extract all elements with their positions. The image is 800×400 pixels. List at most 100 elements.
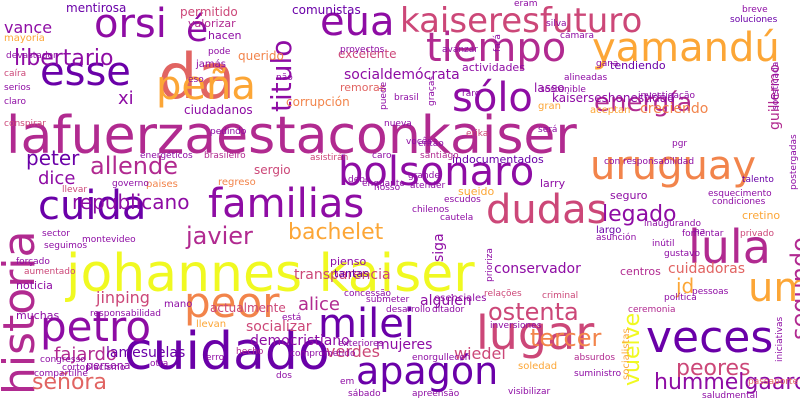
word: peña — [156, 63, 256, 109]
word: chilenos — [412, 205, 450, 215]
word: grande — [408, 171, 440, 181]
word: talento — [742, 175, 774, 185]
word: pessoas — [692, 287, 729, 297]
word: excelente — [338, 47, 397, 61]
word: tiempo — [426, 25, 567, 71]
word: permitido — [180, 5, 238, 19]
word: investigação — [638, 91, 695, 101]
word: fajardo — [54, 344, 117, 365]
word: remoras — [340, 81, 386, 94]
word: soluciones — [730, 15, 778, 25]
word: raro — [462, 89, 481, 99]
word: otra — [150, 359, 169, 369]
word: alguien — [420, 293, 472, 309]
word: orsi — [94, 1, 167, 47]
word: passaporte — [748, 377, 799, 387]
word: desarrollo — [386, 305, 431, 315]
word: está — [282, 313, 302, 323]
word: inversiones — [490, 321, 542, 331]
word: sostenible — [540, 85, 586, 95]
word: peter — [26, 146, 80, 170]
word: congresso — [40, 355, 86, 365]
word: peor — [184, 278, 280, 327]
word: yamandú — [592, 25, 780, 71]
word: republicano — [72, 190, 190, 214]
word: persona — [86, 359, 131, 372]
word: milei — [318, 301, 415, 347]
word: caíra — [4, 69, 27, 79]
word: debe — [348, 175, 371, 185]
word: absurdos — [574, 353, 616, 363]
word: forçado — [16, 257, 50, 267]
word: uruguay — [590, 143, 757, 189]
word: transparencia — [294, 267, 391, 283]
word: sergio — [254, 163, 291, 177]
word: comunistas — [292, 3, 361, 17]
word: privado — [740, 229, 774, 239]
word: relações — [484, 289, 522, 299]
word: nueva — [384, 119, 412, 129]
word: santiago — [420, 151, 459, 161]
word: hummelgaard — [654, 370, 800, 395]
word: governo — [112, 179, 149, 189]
word: inútil — [652, 239, 675, 249]
word: proyectos — [340, 45, 385, 55]
word: muchas — [16, 309, 60, 322]
word: um — [748, 265, 800, 311]
word: peores — [676, 356, 751, 381]
word: silva — [546, 19, 567, 29]
word: con responsabilidad — [604, 157, 695, 167]
word: lafuerzaestaconkaiser — [6, 106, 577, 166]
word: cuidadoras — [668, 261, 746, 277]
word: tercer — [530, 324, 602, 352]
word: suministro — [574, 369, 622, 379]
word: corrupción — [286, 95, 350, 109]
word: centros — [620, 265, 661, 278]
word: dos — [276, 371, 292, 381]
word: conservador — [494, 261, 581, 277]
word: escudos — [444, 195, 481, 205]
word: é — [186, 9, 209, 50]
word: energéticos — [140, 151, 193, 161]
word: inaugurando — [644, 219, 701, 229]
word: lula — [688, 220, 771, 274]
word: socialdemócrata — [344, 67, 460, 83]
word: compartilhe — [34, 369, 88, 379]
word: cuidado — [124, 322, 330, 382]
word: avanzar — [442, 45, 478, 55]
word: querido — [238, 49, 284, 63]
word: atender — [410, 181, 446, 191]
word: sector — [42, 229, 70, 239]
word: energía — [594, 88, 693, 118]
word: em — [340, 377, 355, 387]
word: alice — [298, 294, 341, 315]
word: pgr — [672, 139, 688, 149]
word: condiciones — [712, 197, 766, 207]
word: xi — [118, 88, 134, 109]
word: esse — [40, 49, 131, 95]
word: eram — [514, 0, 538, 9]
word: breve — [742, 5, 768, 15]
word: gustavo — [664, 249, 700, 259]
word: lamesuelas — [106, 345, 186, 361]
word: regreso — [218, 177, 256, 188]
word: llevan — [196, 319, 227, 330]
word: graças — [427, 75, 437, 106]
word: cautela — [440, 213, 474, 223]
word: prioriza — [485, 248, 495, 282]
word: não — [276, 73, 293, 83]
word: llevar — [62, 185, 88, 195]
word: ceremonia — [628, 305, 676, 315]
word: valorizar — [188, 17, 236, 30]
word: familias — [208, 181, 365, 227]
word: seguro — [610, 189, 648, 202]
word: johannes kaiser — [66, 244, 475, 304]
word: libertario — [14, 46, 114, 71]
word: esenciales — [434, 293, 487, 304]
word: aumentado — [24, 267, 76, 277]
word: jinping — [96, 288, 150, 307]
word: wiedel — [454, 344, 506, 363]
word: ciudadanos — [184, 103, 253, 117]
word: sólo — [452, 75, 533, 121]
word: larry — [540, 177, 566, 190]
